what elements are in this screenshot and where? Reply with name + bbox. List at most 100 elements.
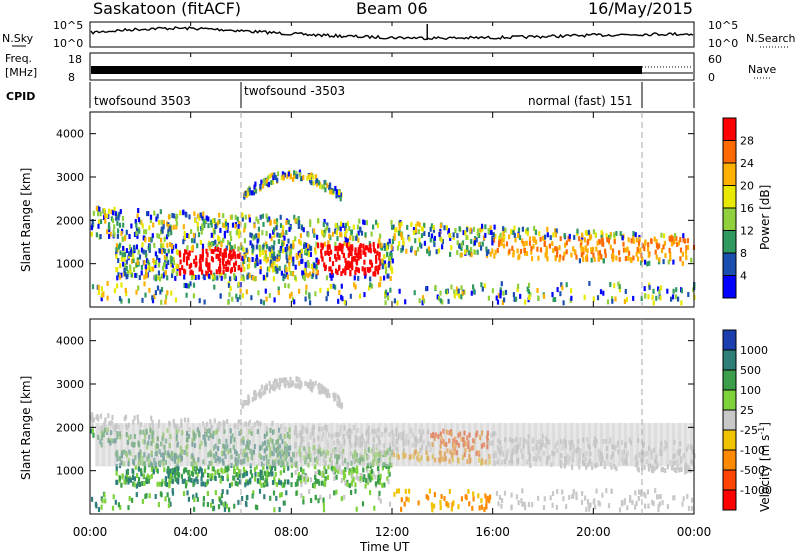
power-cell — [611, 298, 614, 304]
velocity-cell — [317, 498, 320, 504]
cpid-segment-3: normal (fast) 151 — [528, 94, 632, 108]
power-cell — [282, 174, 285, 180]
power-cell — [372, 224, 375, 230]
velocity-cell — [369, 474, 372, 480]
power-cell — [223, 230, 226, 236]
velocity-cell — [286, 479, 290, 485]
power-cell — [164, 270, 167, 276]
velocity-cell — [325, 393, 329, 398]
velocity-cell — [404, 488, 407, 494]
power-cell — [650, 239, 653, 244]
velocity-cell — [141, 481, 144, 486]
power-cell — [340, 271, 343, 277]
velocity-cell — [95, 415, 98, 420]
power-cell — [502, 231, 505, 237]
power-cell — [340, 232, 343, 238]
velocity-cell — [355, 465, 359, 471]
power-cell — [546, 256, 549, 262]
velocity-ytick-label: 2000 — [56, 421, 84, 434]
power-cell — [460, 242, 463, 248]
power-cell — [116, 233, 119, 239]
velocity-cell — [262, 465, 265, 470]
velocity-cell — [427, 495, 430, 501]
velocity-cell — [657, 503, 660, 509]
power-cell — [522, 241, 525, 247]
power-cell — [611, 248, 615, 254]
power-cell — [204, 218, 207, 224]
power-cell — [502, 243, 506, 249]
power-cell — [328, 256, 332, 262]
velocity-cell — [348, 470, 351, 476]
power-cell — [348, 251, 352, 256]
power-cell — [273, 172, 276, 178]
power-cell — [192, 232, 195, 238]
power-cell — [287, 171, 290, 177]
power-cell — [187, 252, 190, 258]
velocity-cell — [161, 478, 164, 484]
power-cell — [341, 243, 344, 249]
power-cell — [248, 190, 251, 196]
power-cell — [324, 187, 327, 193]
power-cell — [575, 254, 578, 260]
power-cell — [328, 227, 331, 233]
velocity-cell — [169, 501, 172, 507]
power-cell — [262, 274, 265, 280]
velocity-cell — [141, 498, 144, 504]
velocity-cell — [362, 467, 365, 473]
power-cell — [433, 235, 436, 241]
power-cell — [496, 299, 500, 305]
power-ytick-label: 2000 — [56, 214, 84, 227]
power-cell — [158, 219, 161, 225]
power-cell — [381, 245, 384, 251]
power-cell — [237, 281, 241, 287]
power-cell — [682, 237, 685, 243]
velocity-cell — [478, 505, 481, 511]
velocity-cell — [314, 474, 317, 480]
velocity-cell — [588, 506, 591, 512]
power-cell — [203, 299, 206, 305]
power-cell — [138, 228, 141, 234]
power-cell — [156, 285, 160, 291]
power-cell — [312, 174, 315, 180]
power-cell — [611, 296, 614, 301]
velocity-cell — [224, 468, 227, 474]
velocity-cell — [256, 505, 259, 511]
power-cell — [115, 247, 118, 253]
power-cell — [98, 206, 101, 212]
velocity-cell — [471, 505, 474, 511]
power-cell — [524, 228, 528, 234]
power-cell — [156, 213, 159, 219]
sky-tick-bottom-left: 10^0 — [53, 37, 83, 50]
power-cell — [632, 238, 635, 244]
velocity-cell — [373, 505, 376, 511]
power-cell — [292, 240, 295, 245]
velocity-cell — [571, 494, 574, 499]
velocity-cell — [177, 472, 181, 478]
power-cell — [390, 245, 393, 251]
velocity-cell — [117, 502, 120, 508]
power-cell — [222, 222, 225, 228]
power-cell — [239, 252, 242, 258]
power-cell — [669, 256, 672, 262]
velocity-cell — [374, 474, 377, 480]
power-cell — [340, 246, 343, 252]
power-colorbar-segment — [723, 163, 736, 186]
power-cell — [587, 229, 590, 235]
power-cell — [207, 265, 210, 271]
velocity-cell — [354, 482, 357, 488]
velocity-cell — [686, 493, 689, 499]
power-cell — [378, 282, 381, 288]
power-cell — [102, 292, 105, 298]
velocity-cell — [340, 478, 343, 483]
power-cell — [163, 236, 166, 242]
velocity-cell — [187, 470, 190, 476]
power-cell — [244, 222, 247, 228]
velocity-cell — [690, 497, 694, 503]
power-cell — [425, 286, 428, 292]
velocity-cell — [273, 507, 276, 513]
velocity-cell — [221, 468, 224, 474]
power-cell — [456, 250, 459, 256]
sky-noise-trace — [90, 26, 694, 41]
power-cell — [608, 235, 611, 240]
